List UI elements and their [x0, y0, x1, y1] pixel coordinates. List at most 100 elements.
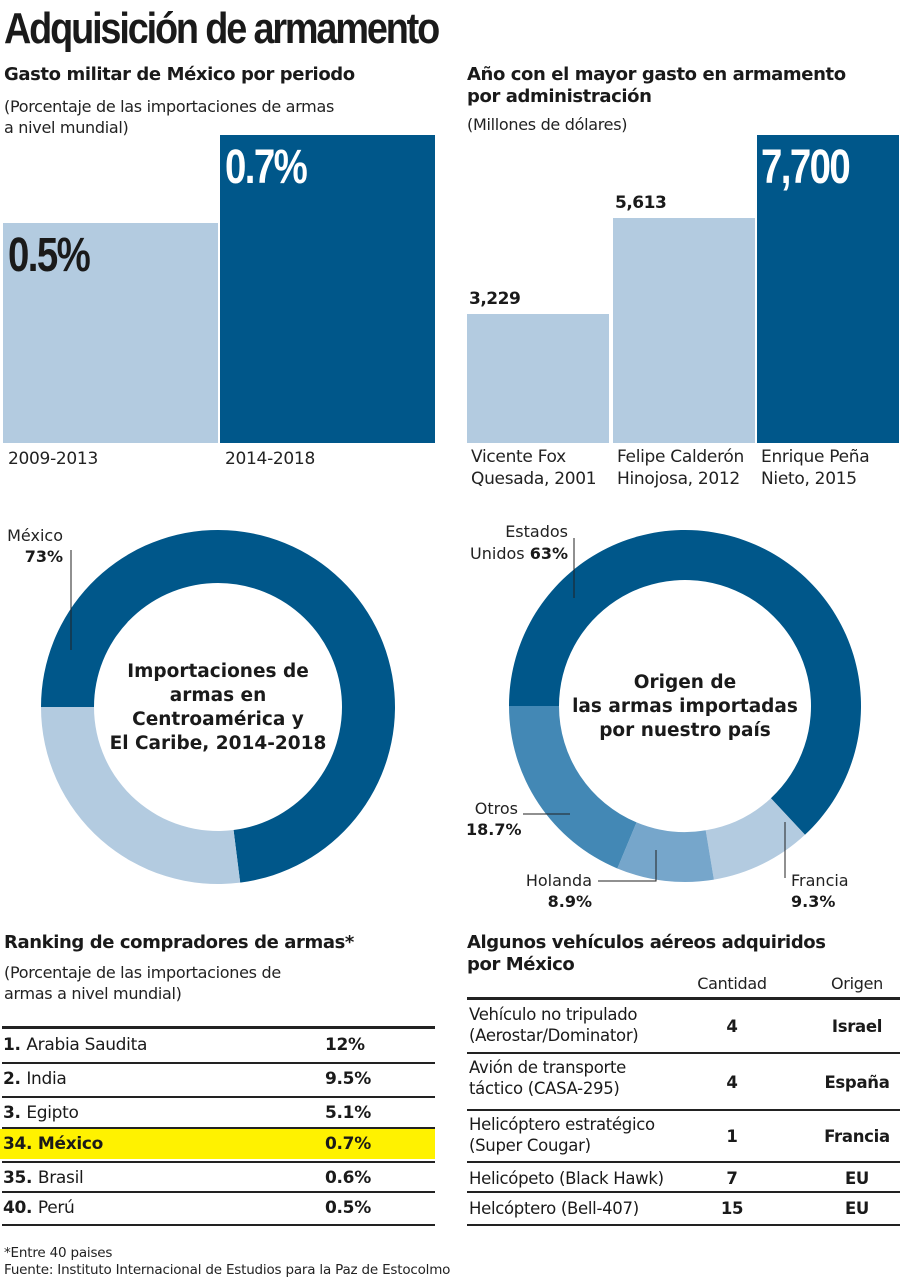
bar-chart-mayor-gasto: 3,229 Vicente Fox Quesada, 2001 5,613 Felipe… — [0, 0, 900, 500]
table-row: 3. Egipto 5.1% — [0, 1098, 435, 1128]
vehicle-name: Helcóptero (Bell-407) — [469, 1198, 639, 1219]
row-divider — [2, 1161, 435, 1163]
x-tick-line: Quesada, 2001 — [471, 469, 597, 489]
origin-cell: Francia — [824, 1127, 890, 1146]
slice-label: México — [7, 526, 63, 545]
donut-center-title: por nuestro país — [599, 720, 771, 741]
value-cell: 9.5% — [325, 1069, 371, 1089]
row-divider — [467, 1052, 900, 1054]
source-note: Fuente: Instituto Internacional de Estud… — [4, 1262, 451, 1278]
table-row: Helcóptero (Bell-407) 15 EU — [467, 1194, 900, 1222]
table-row: Helicópeto (Black Hawk) 7 EU — [467, 1164, 900, 1192]
vehicle-name-line: Helcóptero (Bell-407) — [469, 1198, 639, 1218]
ranking-subtitle: (Porcentaje de las importaciones de arma… — [4, 962, 281, 1004]
value-cell: 0.6% — [325, 1168, 371, 1188]
donut-center-title: armas en — [170, 685, 267, 706]
rank: 3. — [3, 1103, 27, 1123]
country-name: Perú — [37, 1198, 75, 1218]
table-top-rule — [2, 1026, 435, 1029]
x-tick-line: Hinojosa, 2012 — [617, 469, 740, 489]
country-cell: 2. India — [3, 1064, 67, 1094]
row-divider — [2, 1096, 435, 1098]
country-name: Arabia Saudita — [26, 1035, 148, 1055]
title-line: por administración — [467, 86, 652, 107]
donut-slice-otros — [509, 706, 637, 869]
table-row: Vehículo no tripulado (Aerostar/Dominator… — [467, 1002, 900, 1051]
title-line: Año con el mayor gasto en armamento — [467, 64, 846, 85]
rank: 40. — [3, 1198, 38, 1218]
slice-label: Otros — [475, 799, 518, 818]
x-tick-label: 2009-2013 — [8, 449, 98, 469]
vehicle-name: Helicóptero estratégico (Super Cougar) — [469, 1114, 655, 1156]
subtitle-line: (Porcentaje de las importaciones de arma… — [4, 97, 335, 116]
vehicle-name: Avión de transporte táctico (CASA-295) — [469, 1057, 626, 1099]
country-cell: 1. Arabia Saudita — [3, 1030, 147, 1060]
table-row: 40. Perú 0.5% — [0, 1193, 435, 1223]
bar-administration — [467, 313, 609, 443]
x-tick-line: Nieto, 2015 — [761, 469, 857, 489]
donut-center-title: Importaciones de — [127, 661, 309, 682]
row-divider — [467, 1109, 900, 1111]
page-title: Adquisición de armamento — [4, 4, 440, 53]
slice-value: 8.9% — [548, 892, 592, 911]
bar-value-label: 3,229 — [469, 288, 521, 309]
quantity-cell: 1 — [726, 1127, 738, 1146]
leader-line — [598, 850, 657, 882]
slice-value: 73% — [25, 547, 63, 566]
row-divider — [2, 1062, 435, 1064]
vehicle-name-line: (Super Cougar) — [469, 1136, 591, 1155]
origin-cell: Israel — [831, 1017, 883, 1036]
vehicle-name-line: Avión de transporte — [469, 1058, 627, 1077]
slice-value: 63% — [530, 544, 568, 563]
slice-label: Holanda — [526, 871, 592, 890]
donut-center-title: las armas importadas — [572, 696, 798, 717]
value-cell: 12% — [325, 1035, 365, 1055]
donut-slice-resto — [41, 707, 241, 884]
country-cell: 40. Perú — [3, 1193, 75, 1223]
donut-center-title: El Caribe, 2014-2018 — [110, 733, 327, 754]
value-cell: 0.5% — [325, 1198, 371, 1218]
vehicle-name-line: Helicópeto (Black Hawk) — [469, 1168, 664, 1188]
origin-cell: EU — [844, 1168, 870, 1188]
donut-slice-estados-unidos — [509, 530, 861, 835]
column-header-origen: Origen — [831, 974, 883, 993]
table-row: Avión de transporte táctico (CASA-295) 4 Es… — [467, 1055, 900, 1109]
subtitle-line: (Porcentaje de las importaciones de — [4, 963, 281, 982]
slice-label: Estados — [505, 522, 568, 541]
subtitle-line: armas a nivel mundial) — [4, 984, 182, 1003]
country-name: Brasil — [37, 1168, 84, 1188]
rank: 35. — [3, 1168, 38, 1188]
x-tick-line: Vicente Fox — [471, 447, 566, 467]
donut-charts: Importaciones de armas en Centroamérica y E… — [7, 522, 861, 911]
vehicle-name: Vehículo no tripulado (Aerostar/Dominator… — [469, 1004, 639, 1046]
slice-value: 9.3% — [791, 892, 835, 911]
footnote: *Entre 40 paises — [4, 1245, 113, 1261]
table-row: 34. México 0.7% — [0, 1129, 435, 1159]
x-tick-label: Vicente Fox Quesada, 2001 — [471, 446, 597, 490]
donut-center-title: Centroamérica y — [132, 709, 304, 730]
table-row: 2. India 9.5% — [0, 1064, 435, 1094]
rank: 1. — [3, 1035, 27, 1055]
row-divider — [2, 1224, 435, 1226]
chart-title-gasto-periodo: Gasto militar de México por periodo — [4, 64, 355, 85]
x-tick-label: Felipe Calderón Hinojosa, 2012 — [617, 446, 744, 490]
chart-subtitle-gasto-periodo: (Porcentaje de las importaciones de arma… — [4, 96, 334, 138]
quantity-cell: 4 — [726, 1017, 738, 1036]
bar-administration — [757, 135, 899, 443]
bar-2009-2013 — [3, 223, 218, 443]
table-row: Helicóptero estratégico (Super Cougar) 1 Fr… — [467, 1112, 900, 1161]
slice-label-line: Unidos — [470, 544, 530, 563]
slice-label: Unidos 63% — [470, 544, 568, 563]
rank: 2. — [3, 1069, 27, 1089]
ranking-title: Ranking de compradores de armas* — [4, 932, 354, 953]
table-top-rule — [467, 997, 900, 1000]
table-row: 35. Brasil 0.6% — [0, 1163, 435, 1193]
table-row: 1. Arabia Saudita 12% — [0, 1030, 435, 1060]
bar-chart-gasto-periodo: 0.5% 2009-2013 0.7% 2014-2018 — [0, 0, 450, 480]
donut-slice-holanda — [617, 822, 714, 882]
value-cell: 0.7% — [325, 1134, 371, 1154]
country-name: Egipto — [26, 1103, 79, 1123]
chart-title-mayor-gasto: Año con el mayor gasto en armamento por … — [467, 64, 846, 108]
chart-subtitle-mayor-gasto: (Millones de dólares) — [467, 115, 628, 134]
vehicle-name: Helicópeto (Black Hawk) — [469, 1168, 664, 1189]
